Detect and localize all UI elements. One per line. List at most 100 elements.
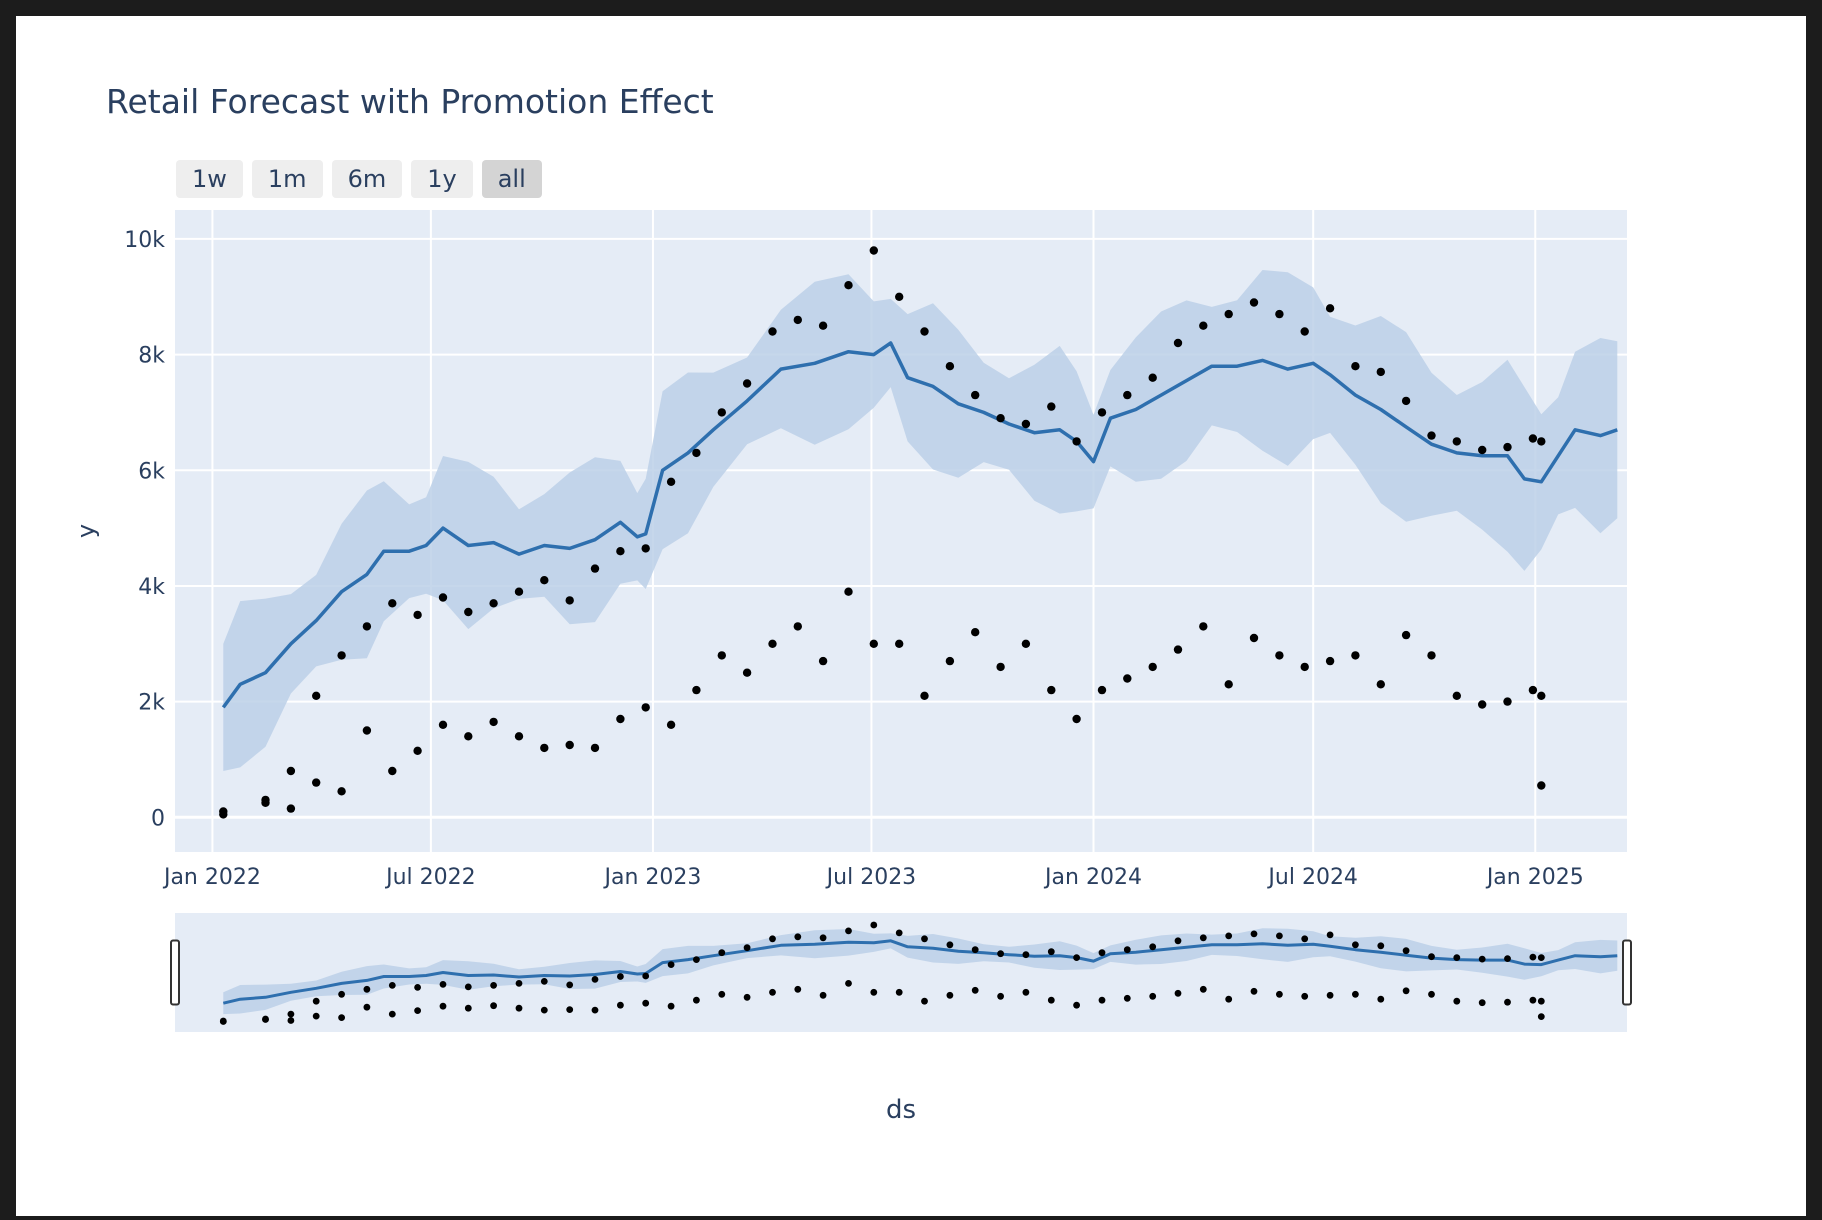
- data-point: [362, 622, 372, 631]
- slider-data-point: [743, 993, 751, 1001]
- x-tick-label: Jul 2022: [384, 865, 476, 890]
- slider-data-point: [312, 997, 320, 1005]
- slider-data-point: [591, 976, 599, 983]
- slider-data-point: [1047, 996, 1055, 1004]
- data-point: [1199, 321, 1208, 330]
- slider-data-point: [515, 1004, 523, 1012]
- slider-data-point: [971, 946, 979, 954]
- slider-data-point: [693, 956, 700, 963]
- chart-svg[interactable]: 0 2k 4k 6k 8k 10k Jan 2022 Jul 2022 Jan 2023 Jul …: [16, 16, 1806, 1216]
- slider-data-point: [1199, 985, 1207, 993]
- slider-data-point: [338, 990, 345, 998]
- slider-data-point: [769, 988, 776, 996]
- data-point: [895, 292, 904, 301]
- data-point: [768, 327, 777, 336]
- range-button-1y[interactable]: 1y: [411, 160, 473, 198]
- slider-data-point: [388, 982, 396, 989]
- slider-data-point: [219, 1018, 227, 1025]
- data-point: [1325, 656, 1335, 666]
- data-point: [869, 639, 878, 648]
- data-point: [1503, 697, 1512, 706]
- slider-data-point: [718, 990, 726, 998]
- data-point: [1047, 685, 1056, 695]
- slider-data-point: [1250, 987, 1258, 995]
- x-tick-label: Jan 2022: [162, 865, 261, 890]
- slider-data-point: [566, 981, 574, 989]
- data-point: [1427, 651, 1436, 660]
- range-button-1m[interactable]: 1m: [251, 160, 323, 198]
- data-point: [1224, 680, 1233, 689]
- data-point: [1173, 645, 1183, 654]
- slider-data-point: [1098, 996, 1106, 1004]
- slider-data-point: [1326, 931, 1334, 939]
- data-point: [388, 599, 397, 608]
- slider-handle-left[interactable]: [170, 939, 180, 1006]
- slider-data-point: [718, 949, 726, 957]
- slider-data-point: [490, 1002, 497, 1010]
- slider-data-point: [794, 933, 802, 941]
- data-point: [971, 628, 980, 637]
- slider-data-point: [870, 988, 878, 996]
- slider-data-point: [997, 950, 1004, 958]
- data-point: [1537, 781, 1546, 790]
- data-point: [438, 720, 448, 729]
- data-point: [1376, 680, 1386, 689]
- slider-data-point: [1199, 934, 1207, 942]
- slider-data-point: [946, 991, 954, 999]
- data-point: [1351, 362, 1360, 371]
- slider-data-point: [1123, 946, 1131, 954]
- slider-data-point: [262, 1016, 269, 1023]
- slider-data-point: [566, 1006, 574, 1013]
- slider-data-point: [895, 988, 903, 996]
- data-point: [1503, 442, 1512, 452]
- slider-data-point: [540, 1006, 548, 1014]
- data-point: [895, 639, 904, 648]
- data-point: [996, 662, 1005, 672]
- range-button-all[interactable]: all: [481, 160, 542, 198]
- y-tick-label: 8k: [138, 344, 165, 369]
- range-selector: 1w 1m 6m 1y all: [176, 160, 542, 198]
- data-point: [540, 576, 549, 585]
- slider-data-point: [845, 927, 852, 935]
- range-button-1w[interactable]: 1w: [176, 160, 243, 198]
- data-point: [1528, 685, 1538, 695]
- data-point: [312, 691, 321, 700]
- slider-handle-right[interactable]: [1622, 939, 1632, 1006]
- data-point: [464, 732, 473, 741]
- slider-data-point: [388, 1010, 396, 1018]
- data-point: [464, 607, 473, 617]
- data-point: [413, 610, 422, 620]
- data-point: [742, 379, 752, 388]
- x-tick-label: Jan 2024: [1043, 865, 1142, 890]
- data-point: [1452, 691, 1462, 700]
- slider-data-point: [1022, 951, 1030, 959]
- data-point: [945, 362, 955, 371]
- range-button-6m[interactable]: 6m: [331, 160, 403, 198]
- data-point: [438, 593, 448, 602]
- data-point: [1123, 674, 1132, 683]
- slider-data-point: [769, 935, 776, 943]
- slider-data-point: [414, 1007, 421, 1014]
- data-point: [1401, 396, 1411, 406]
- data-point: [945, 656, 955, 666]
- data-point: [844, 587, 853, 596]
- slider-data-point: [287, 1017, 295, 1024]
- data-point: [869, 246, 878, 255]
- uncertainty-band: [223, 270, 1618, 771]
- slider-data-point: [338, 1014, 345, 1021]
- data-point: [590, 743, 600, 753]
- slider-data-point: [439, 981, 447, 988]
- slider-data-point: [667, 961, 675, 968]
- data-point: [1325, 304, 1335, 313]
- data-point: [1097, 408, 1107, 417]
- data-point: [1537, 691, 1546, 700]
- slider-data-point: [363, 985, 371, 993]
- data-point: [616, 714, 625, 724]
- data-point: [768, 639, 777, 648]
- data-point: [1148, 373, 1157, 382]
- data-point: [666, 477, 676, 486]
- slider-data-point: [794, 985, 802, 993]
- data-point: [312, 778, 321, 787]
- data-point: [1199, 622, 1208, 631]
- slider-data-point: [1402, 947, 1410, 955]
